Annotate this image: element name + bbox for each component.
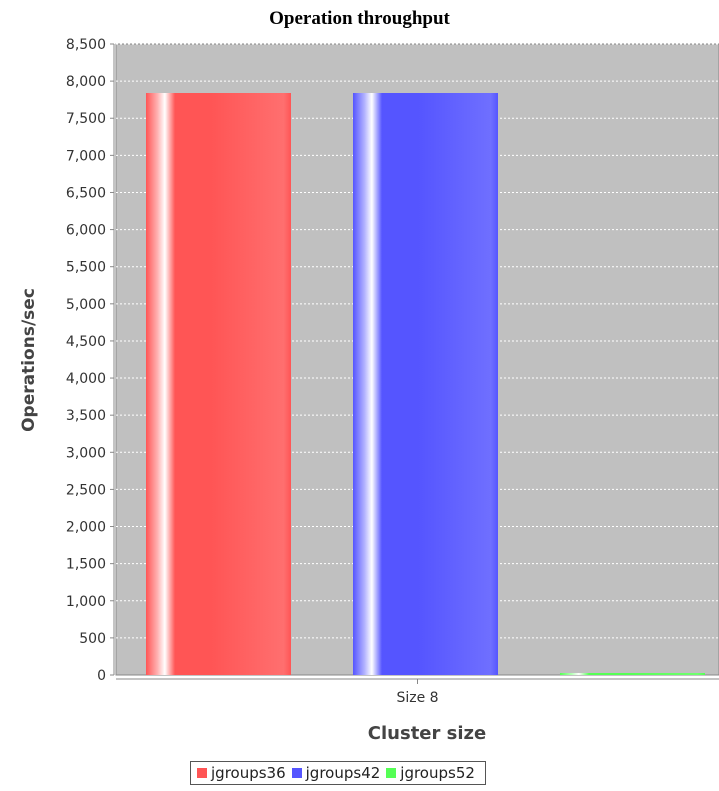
bar-jgroups52 [560, 673, 705, 675]
y-tick-label: 0 [97, 668, 106, 684]
y-tick-label: 4,000 [66, 371, 106, 387]
legend-label: jgroups52 [400, 764, 475, 782]
y-tick-label: 3,500 [66, 408, 106, 424]
y-tick-label: 1,500 [66, 557, 106, 573]
y-tick-label: 8,000 [66, 74, 106, 90]
bar-jgroups36 [146, 92, 291, 675]
y-tick-label: 3,000 [66, 445, 106, 461]
legend-item-jgroups52: jgroups52 [386, 764, 475, 782]
y-tick-label: 6,000 [66, 223, 106, 239]
y-tick-label: 500 [79, 631, 106, 647]
legend-item-jgroups42: jgroups42 [291, 764, 381, 782]
y-tick-label: 6,500 [66, 185, 106, 201]
plot-area: 0 500 1,000 1,500 2,000 2,500 3,000 3,500 4,000 4… [66, 37, 719, 706]
y-tick-label: 2,500 [66, 482, 106, 498]
y-tick-label: 7,500 [66, 111, 106, 127]
y-tick-label: 5,000 [66, 297, 106, 313]
x-tick-label: Size 8 [396, 690, 438, 706]
y-tick-label: 4,500 [66, 334, 106, 350]
y-tick-label: 1,000 [66, 594, 106, 610]
legend: jgroups36 jgroups42 jgroups52 [190, 761, 486, 785]
y-tick-label: 2,000 [66, 520, 106, 536]
bar-jgroups42 [353, 92, 498, 675]
legend-swatch [291, 768, 302, 778]
legend-swatch [197, 768, 207, 778]
legend-item-jgroups36: jgroups36 [197, 764, 286, 782]
y-tick-label: 7,000 [66, 148, 106, 164]
y-tick-label: 5,500 [66, 260, 106, 276]
legend-swatch [386, 768, 397, 778]
x-axis-label: Cluster size [367, 723, 487, 744]
y-tick-label: 8,500 [66, 37, 106, 53]
legend-label: jgroups42 [305, 764, 381, 782]
legend-label: jgroups36 [211, 764, 286, 782]
chart-title: Operation throughput [269, 8, 450, 29]
